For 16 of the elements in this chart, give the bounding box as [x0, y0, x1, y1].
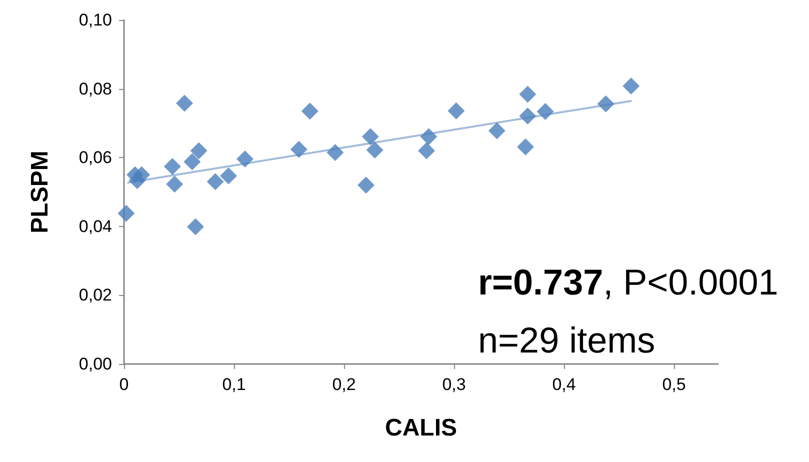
- y-tick-label: 0,06: [78, 148, 112, 168]
- y-axis-title: PLSPM: [26, 150, 54, 234]
- x-tick-label: 0,3: [442, 375, 466, 394]
- x-tick-label: 0,4: [552, 375, 576, 394]
- y-tick-label: 0,08: [78, 79, 112, 98]
- x-tick-label: 0: [119, 375, 129, 394]
- x-tick-label: 0,5: [662, 375, 686, 394]
- y-tick-label: 0,02: [78, 286, 112, 305]
- x-tick-label: 0,2: [332, 375, 356, 394]
- annotation: n=29 items: [478, 320, 656, 360]
- y-tick-label: 0,10: [78, 10, 112, 30]
- annotation: r=0.737, P<0.0001: [478, 262, 778, 302]
- x-axis-title: CALIS: [385, 414, 457, 442]
- x-tick-label: 0,1: [222, 375, 246, 394]
- y-tick-label: 0,04: [78, 216, 112, 236]
- y-tick-label: 0,00: [78, 354, 112, 374]
